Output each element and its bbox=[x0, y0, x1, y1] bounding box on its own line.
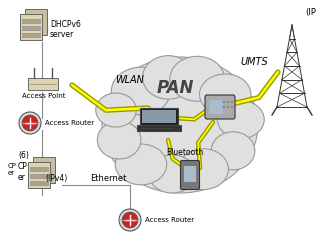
Text: WLAN: WLAN bbox=[115, 75, 144, 85]
FancyBboxPatch shape bbox=[33, 157, 55, 183]
Text: (IP: (IP bbox=[305, 8, 316, 17]
Text: CP
er: CP er bbox=[8, 163, 17, 176]
Circle shape bbox=[19, 112, 41, 134]
Circle shape bbox=[227, 106, 229, 108]
Text: CP
er: CP er bbox=[18, 162, 28, 182]
Text: UMTS: UMTS bbox=[240, 57, 268, 67]
Circle shape bbox=[22, 115, 38, 131]
Circle shape bbox=[231, 101, 233, 103]
Text: PAN: PAN bbox=[156, 79, 194, 97]
FancyBboxPatch shape bbox=[205, 95, 235, 119]
FancyBboxPatch shape bbox=[25, 9, 47, 35]
FancyBboxPatch shape bbox=[137, 125, 181, 131]
Ellipse shape bbox=[115, 144, 167, 185]
FancyBboxPatch shape bbox=[30, 181, 48, 185]
FancyBboxPatch shape bbox=[209, 100, 223, 114]
FancyBboxPatch shape bbox=[22, 26, 40, 30]
FancyBboxPatch shape bbox=[184, 166, 196, 182]
Ellipse shape bbox=[102, 57, 258, 193]
Ellipse shape bbox=[142, 56, 194, 99]
FancyBboxPatch shape bbox=[28, 78, 58, 90]
Text: Access Router: Access Router bbox=[145, 217, 194, 223]
Circle shape bbox=[122, 212, 138, 228]
Circle shape bbox=[223, 101, 225, 103]
FancyBboxPatch shape bbox=[22, 33, 40, 37]
Ellipse shape bbox=[96, 93, 136, 127]
Circle shape bbox=[223, 106, 225, 108]
Circle shape bbox=[119, 209, 141, 231]
Ellipse shape bbox=[178, 149, 228, 190]
FancyBboxPatch shape bbox=[181, 160, 199, 189]
FancyBboxPatch shape bbox=[140, 108, 178, 125]
Circle shape bbox=[231, 106, 233, 108]
Ellipse shape bbox=[170, 56, 224, 101]
Circle shape bbox=[227, 101, 229, 103]
Text: Access Point: Access Point bbox=[22, 93, 66, 99]
Ellipse shape bbox=[111, 67, 171, 115]
Ellipse shape bbox=[97, 121, 141, 159]
Text: Ethernet: Ethernet bbox=[90, 173, 126, 183]
Ellipse shape bbox=[217, 100, 264, 139]
Text: Bluetooth: Bluetooth bbox=[166, 147, 204, 157]
Text: Access Router: Access Router bbox=[45, 120, 94, 126]
Ellipse shape bbox=[149, 155, 196, 193]
FancyBboxPatch shape bbox=[20, 14, 42, 40]
FancyBboxPatch shape bbox=[28, 162, 50, 188]
FancyBboxPatch shape bbox=[22, 19, 40, 23]
Ellipse shape bbox=[199, 74, 251, 115]
Text: (IPv4): (IPv4) bbox=[45, 173, 67, 183]
FancyBboxPatch shape bbox=[30, 167, 48, 171]
Text: DHCPv6
server: DHCPv6 server bbox=[50, 20, 81, 39]
FancyBboxPatch shape bbox=[142, 110, 176, 123]
Text: (6): (6) bbox=[18, 150, 29, 159]
Ellipse shape bbox=[211, 132, 255, 170]
FancyBboxPatch shape bbox=[30, 174, 48, 178]
